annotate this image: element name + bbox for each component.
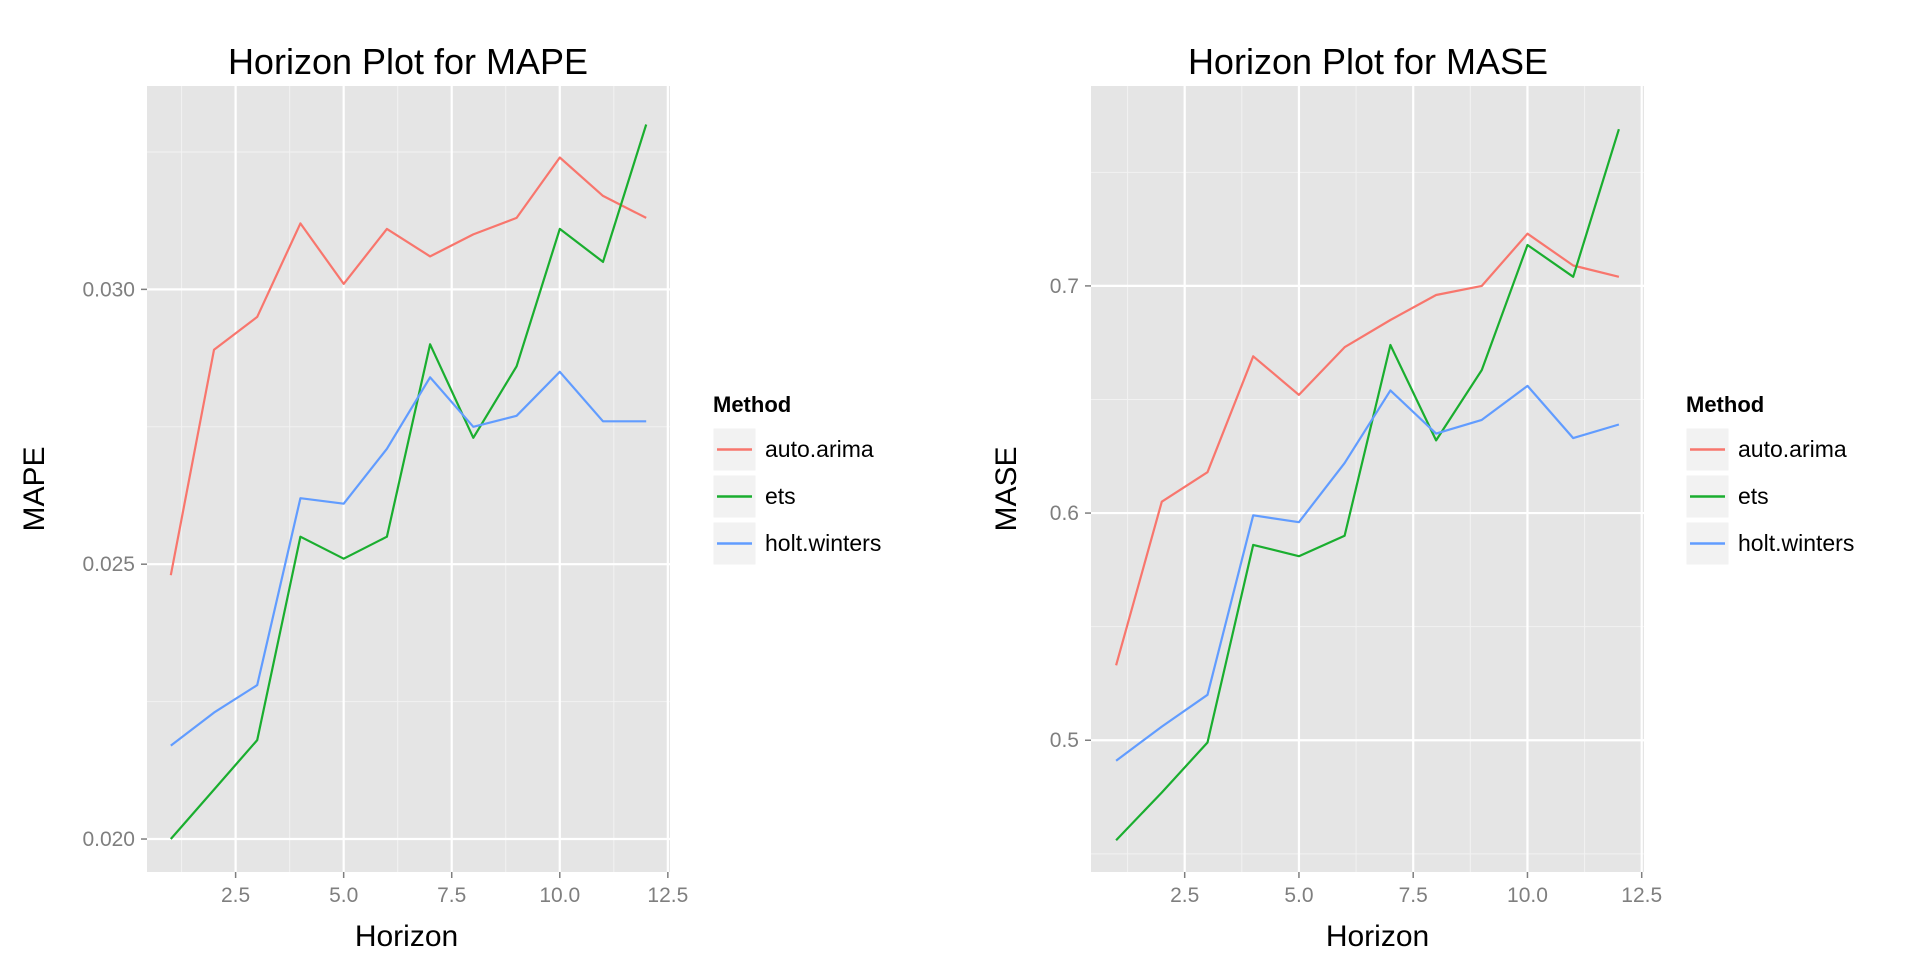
y-tick-label: 0.6	[1050, 502, 1079, 525]
y-tick-label: 0.030	[82, 278, 135, 301]
chart-title: Horizon Plot for MASE	[1188, 41, 1548, 82]
series-line-auto-arima	[169, 156, 647, 576]
x-tick-label: 10.0	[539, 884, 580, 907]
plot-background	[147, 86, 670, 872]
series-line-auto-arima	[1115, 232, 1620, 666]
chart-panel-1: 2.5 5.0 7.5 10.0 12.5 0.020 0.025 0.030 Horizon …	[18, 41, 881, 953]
legend-label: auto.arima	[765, 436, 874, 462]
x-tick-label: 12.5	[1621, 884, 1662, 907]
legend: Method auto.arima ets holt.winters	[1685, 392, 1854, 566]
series-line-holt-winters	[170, 370, 647, 747]
x-tick-label: 7.5	[437, 884, 466, 907]
series-line-ets	[1115, 128, 1620, 841]
legend-label: auto.arima	[1738, 436, 1847, 462]
plot-background	[1091, 86, 1644, 872]
legend-label: ets	[765, 483, 796, 509]
legend-title: Method	[713, 392, 791, 417]
x-tick-label: 5.0	[329, 884, 358, 907]
legend-label: holt.winters	[1738, 530, 1854, 556]
x-tick-label: 7.5	[1399, 884, 1428, 907]
x-axis-label: Horizon	[355, 920, 458, 953]
x-axis-label: Horizon	[1326, 920, 1429, 953]
series-line-holt-winters	[1115, 384, 1620, 762]
chart-panel-2: 2.5 5.0 7.5 10.0 12.5 0.5 0.6 0.7 Horizon Plot f…	[990, 41, 1854, 953]
y-tick-label: 0.020	[82, 828, 135, 851]
legend: Method auto.arima ets holt.winters	[712, 392, 881, 566]
y-axis-label: MASE	[990, 446, 1023, 531]
y-axis-label: MAPE	[18, 446, 51, 531]
x-tick-label: 2.5	[1170, 884, 1199, 907]
legend-title: Method	[1686, 392, 1764, 417]
y-tick-label: 0.5	[1050, 729, 1079, 752]
legend-label: holt.winters	[765, 530, 881, 556]
y-tick-label: 0.7	[1050, 275, 1079, 298]
chart-title: Horizon Plot for MAPE	[228, 41, 588, 82]
y-tick-label: 0.025	[82, 553, 135, 576]
x-tick-label: 2.5	[221, 884, 250, 907]
x-tick-label: 10.0	[1507, 884, 1548, 907]
legend-label: ets	[1738, 483, 1769, 509]
x-tick-label: 5.0	[1284, 884, 1313, 907]
x-tick-label: 12.5	[647, 884, 688, 907]
series-line-ets	[169, 124, 648, 840]
